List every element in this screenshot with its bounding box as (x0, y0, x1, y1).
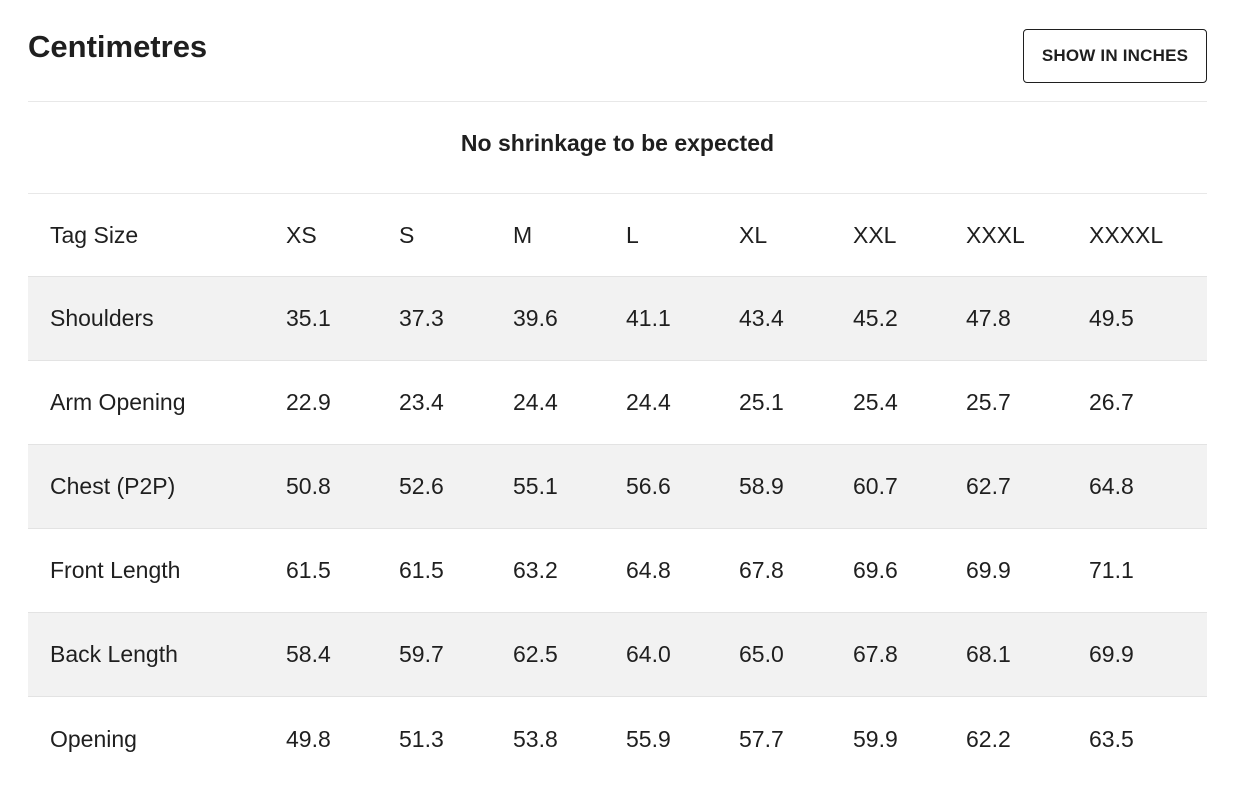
shrinkage-note-bar: No shrinkage to be expected (28, 102, 1207, 194)
table-cell: 57.7 (739, 725, 784, 752)
table-cell: 25.1 (739, 389, 784, 415)
row-label: Arm Opening (50, 389, 186, 415)
table-cell: 55.1 (513, 473, 558, 499)
table-row: Chest (P2P) 50.8 52.6 55.1 56.6 58.9 60.… (28, 445, 1207, 529)
table-cell: 39.6 (513, 305, 558, 331)
table-row: Front Length 61.5 61.5 63.2 64.8 67.8 69… (28, 529, 1207, 613)
size-table: Tag Size XS S M L XL XXL XXXL XXXXL Shou… (28, 194, 1207, 781)
table-cell: 25.7 (966, 389, 1011, 415)
table-cell: 26.7 (1089, 389, 1134, 415)
column-header: XXXXL (1089, 221, 1164, 248)
table-cell: 45.2 (853, 305, 898, 331)
table-cell: 60.7 (853, 473, 898, 499)
table-cell: 25.4 (853, 389, 898, 415)
table-cell: 37.3 (399, 305, 444, 331)
table-cell: 68.1 (966, 641, 1011, 667)
table-cell: 67.8 (739, 557, 784, 583)
row-label: Front Length (50, 557, 181, 583)
table-row: Shoulders 35.1 37.3 39.6 41.1 43.4 45.2 … (28, 277, 1207, 361)
column-header: XXXL (966, 221, 1025, 248)
row-label: Opening (50, 725, 137, 752)
table-cell: 59.9 (853, 725, 898, 752)
unit-title: Centimetres (28, 29, 208, 64)
table-cell: 55.9 (626, 725, 671, 752)
table-cell: 50.8 (286, 473, 331, 499)
column-header: L (626, 221, 639, 248)
table-cell: 49.5 (1089, 305, 1134, 331)
table-cell: 64.8 (1089, 473, 1134, 499)
table-cell: 62.7 (966, 473, 1011, 499)
table-cell: 69.9 (1089, 641, 1134, 667)
table-cell: 59.7 (399, 641, 444, 667)
table-cell: 64.8 (626, 557, 671, 583)
table-cell: 61.5 (286, 557, 331, 583)
row-label: Back Length (50, 641, 178, 667)
table-cell: 56.6 (626, 473, 671, 499)
table-cell: 65.0 (739, 641, 784, 667)
table-cell: 51.3 (399, 725, 444, 752)
table-cell: 24.4 (513, 389, 558, 415)
table-cell: 64.0 (626, 641, 671, 667)
table-row: Arm Opening 22.9 23.4 24.4 24.4 25.1 25.… (28, 361, 1207, 445)
column-header: S (399, 221, 415, 248)
column-header: M (513, 221, 533, 248)
table-cell: 52.6 (399, 473, 444, 499)
table-cell: 71.1 (1089, 557, 1134, 583)
table-cell: 47.8 (966, 305, 1011, 331)
table-cell: 69.9 (966, 557, 1011, 583)
column-header: XL (739, 221, 768, 248)
table-cell: 62.2 (966, 725, 1011, 752)
table-header-row: Tag Size XS S M L XL XXL XXXL XXXXL (28, 194, 1207, 277)
column-header: XS (286, 221, 317, 248)
table-cell: 69.6 (853, 557, 898, 583)
shrinkage-note: No shrinkage to be expected (460, 130, 775, 156)
table-cell: 43.4 (739, 305, 784, 331)
table-cell: 67.8 (853, 641, 898, 667)
table-row: Opening 49.8 51.3 53.8 55.9 57.7 59.9 62… (28, 697, 1207, 781)
table-cell: 61.5 (399, 557, 444, 583)
column-header: Tag Size (50, 221, 139, 248)
table-cell: 62.5 (513, 641, 558, 667)
table-cell: 35.1 (286, 305, 331, 331)
table-cell: 22.9 (286, 389, 331, 415)
table-cell: 41.1 (626, 305, 671, 331)
table-cell: 23.4 (399, 389, 444, 415)
table-cell: 63.2 (513, 557, 558, 583)
show-in-inches-button[interactable]: SHOW IN INCHES (1023, 29, 1207, 83)
table-cell: 58.9 (739, 473, 784, 499)
table-row: Back Length 58.4 59.7 62.5 64.0 65.0 67.… (28, 613, 1207, 697)
row-label: Shoulders (50, 305, 154, 331)
size-chart-header: Centimetres SHOW IN INCHES (28, 0, 1207, 102)
table-cell: 53.8 (513, 725, 558, 752)
row-label: Chest (P2P) (50, 473, 176, 499)
table-cell: 24.4 (626, 389, 671, 415)
table-cell: 58.4 (286, 641, 331, 667)
table-cell: 49.8 (286, 725, 331, 752)
column-header: XXL (853, 221, 897, 248)
table-cell: 63.5 (1089, 725, 1134, 752)
